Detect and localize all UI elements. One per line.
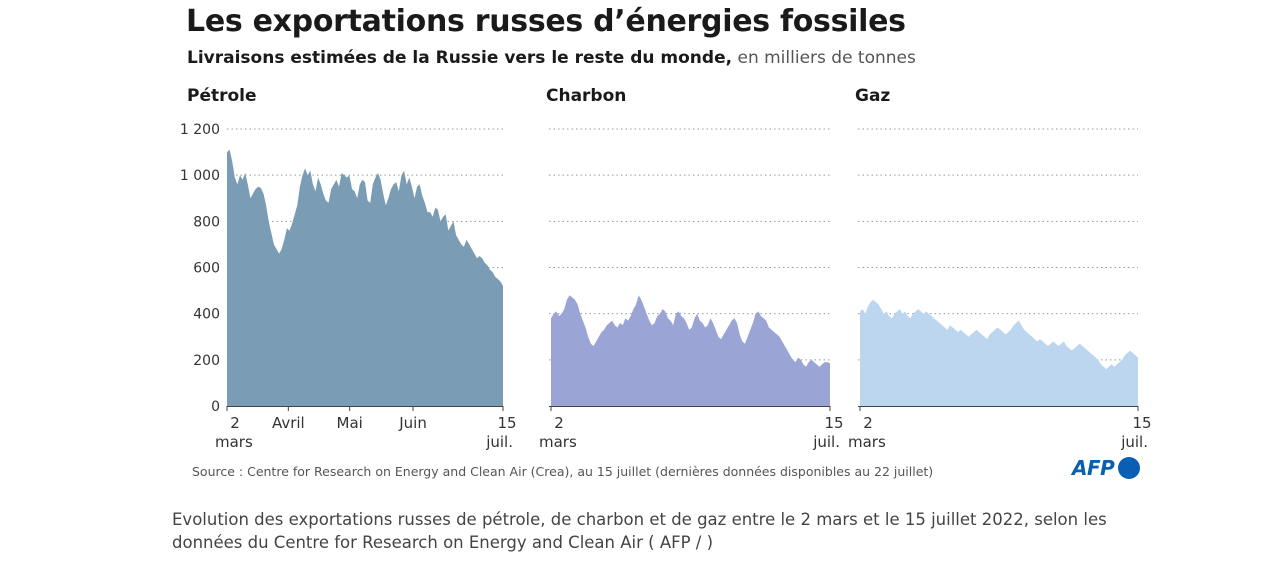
x-tick-label-charbon: juil.	[812, 433, 840, 451]
area-series-charbon	[551, 295, 830, 406]
subtitle-main: Livraisons estimées de la Russie vers le…	[187, 48, 733, 68]
afp-logo: AFP	[1072, 456, 1141, 480]
x-tick-label-petrole: Avril	[272, 414, 305, 432]
x-tick-label-gaz: 2	[863, 414, 873, 432]
area-series-petrole	[227, 149, 503, 407]
afp-logo-text: AFP	[1072, 456, 1115, 480]
chart-subtitle: Livraisons estimées de la Russie vers le…	[187, 48, 916, 68]
x-tick-label-gaz: juil.	[1120, 433, 1148, 451]
x-tick-label-petrole: Mai	[337, 414, 363, 432]
y-tick-label: 600	[193, 261, 220, 277]
x-tick-label-gaz: 15	[1132, 414, 1151, 432]
x-tick-label-charbon: 15	[824, 414, 843, 432]
y-tick-label: 1 000	[180, 168, 220, 184]
panel-title-charbon: Charbon	[546, 86, 626, 106]
x-tick-label-petrole: 15	[497, 414, 516, 432]
x-tick-label-petrole: Juin	[398, 414, 427, 432]
y-tick-label: 0	[211, 399, 220, 415]
x-tick-label-charbon: 2	[554, 414, 564, 432]
area-series-gaz	[860, 299, 1138, 406]
y-tick-label: 800	[193, 214, 220, 230]
x-tick-label-charbon: mars	[539, 433, 577, 451]
panel-title-gaz: Gaz	[855, 86, 890, 106]
chart-title: Les exportations russes d’énergies fossi…	[186, 4, 906, 39]
x-tick-label-petrole: juil.	[485, 433, 513, 451]
y-tick-label: 1 200	[180, 122, 220, 138]
source-note: Source : Centre for Research on Energy a…	[192, 464, 934, 479]
y-tick-label: 400	[193, 307, 220, 323]
afp-logo-dot	[1118, 457, 1141, 479]
x-tick-label-gaz: mars	[848, 433, 886, 451]
panel-title-petrole: Pétrole	[187, 86, 257, 106]
x-tick-label-petrole: 2	[230, 414, 240, 432]
image-caption: Evolution des exportations russes de pét…	[172, 510, 1107, 552]
subtitle-unit: en milliers de tonnes	[737, 48, 916, 68]
y-tick-label: 200	[193, 353, 220, 369]
x-tick-label-petrole: mars	[215, 433, 253, 451]
